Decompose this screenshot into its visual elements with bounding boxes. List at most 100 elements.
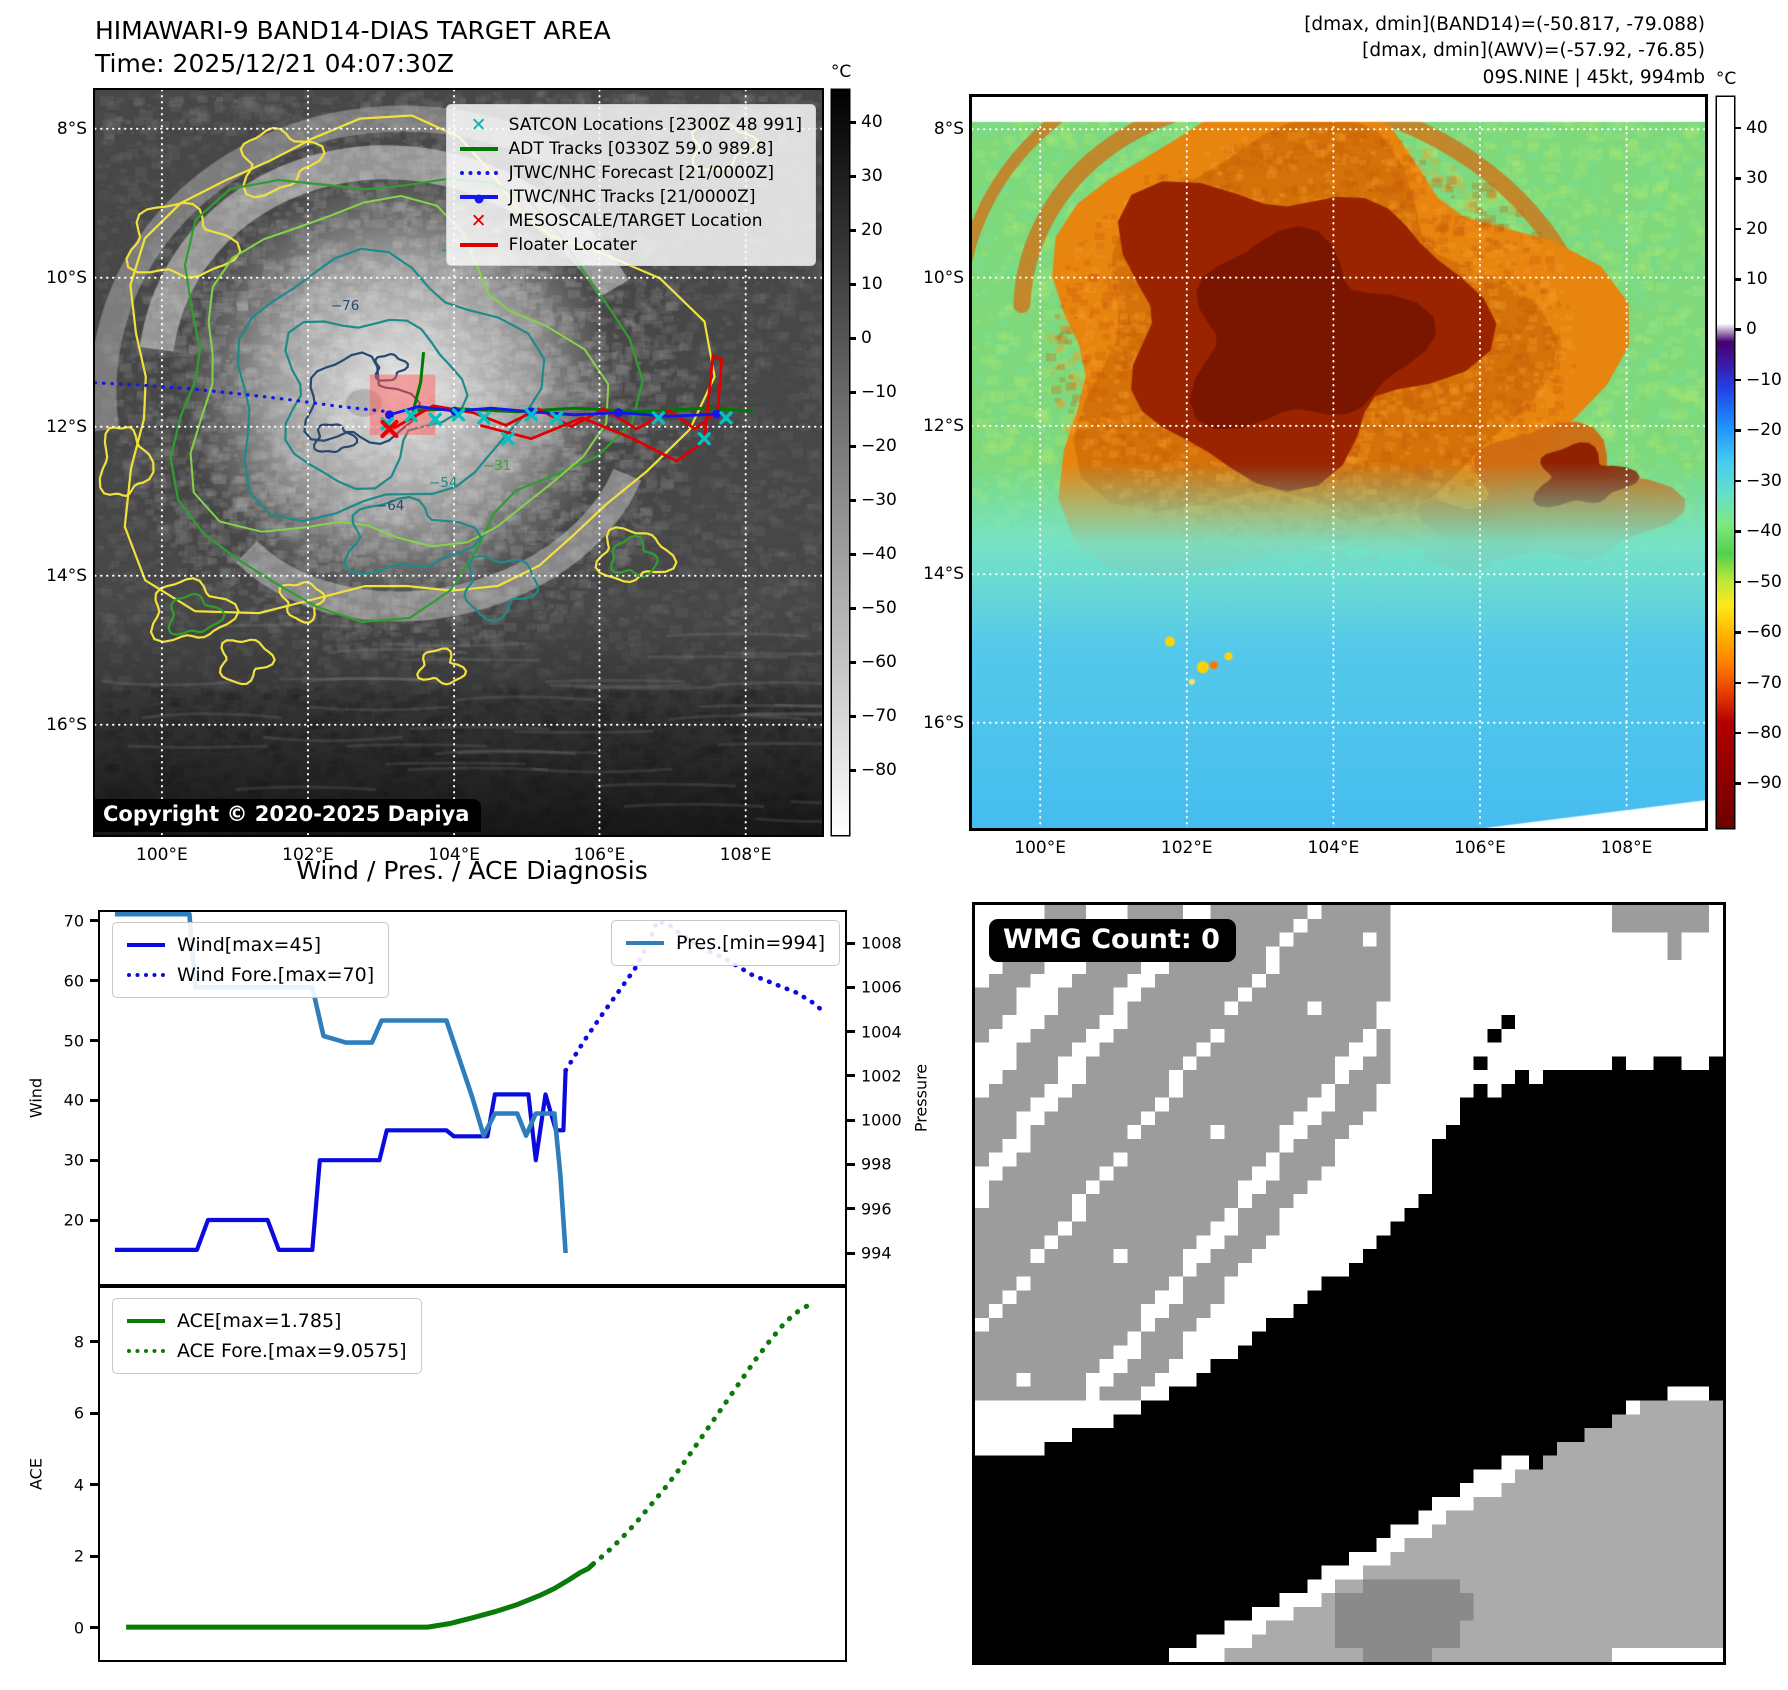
contour-line: [284, 318, 469, 491]
legend-label: Floater Locater: [508, 235, 637, 255]
jtwc-track-dot-icon: [613, 408, 623, 418]
legend-row: ✕ MESOSCALE/TARGET Location: [460, 209, 802, 233]
contour-line: [594, 526, 678, 584]
wind-ytick: 40: [63, 1090, 84, 1110]
band14-colorbar-unit: °C: [830, 62, 852, 82]
contour-label: −64: [376, 498, 405, 514]
pressure-ytick: 1002: [861, 1066, 902, 1086]
contour-label: −31: [483, 458, 512, 474]
pressure-ytick: 1004: [861, 1022, 902, 1042]
axis-tick-mark: [90, 919, 100, 923]
band14-colorbar-tick: 0: [861, 328, 872, 349]
awv-map-panel: [972, 97, 1705, 828]
awv-colorbar-tick: −20: [1746, 420, 1782, 441]
ace-ytick: 6: [73, 1403, 84, 1423]
contour-line: [236, 247, 546, 523]
ace-plot: [126, 1301, 814, 1630]
floater-track: [479, 353, 724, 463]
axis-tick-mark: [849, 661, 856, 664]
contour-line: [149, 577, 240, 644]
wind-axis-label: Wind: [26, 1077, 46, 1119]
line-with-dot-icon: [459, 194, 498, 204]
wmg-count-label: WMG Count: 0: [989, 919, 1236, 962]
band14-colorbar-tick: −60: [861, 652, 897, 673]
band14-time: Time: 2025/12/21 04:07:30Z: [95, 49, 454, 78]
axis-tick-mark: [845, 1251, 855, 1255]
satcon-x-icon: ✕: [470, 113, 487, 136]
line-icon: [459, 243, 498, 247]
axis-tick-mark: [90, 979, 100, 983]
series-ACE Fore.[max=9.0575]: [590, 1301, 814, 1567]
b14-xtick: 104°E: [428, 845, 480, 865]
awv-xtick: 108°E: [1600, 838, 1653, 858]
awv-ytick: 16°S: [923, 712, 964, 733]
jtwc-forecast-track: [95, 381, 391, 414]
band14-colorbar-tick: −20: [861, 436, 897, 457]
legend-row: Wind Fore.[max=70]: [127, 960, 374, 990]
band14-colorbar-tick: −10: [861, 382, 897, 403]
awv-overlay: [972, 97, 1705, 828]
legend-label: Pres.[min=994]: [676, 932, 825, 954]
axis-tick-mark: [1734, 681, 1741, 685]
legend-row: Pres.[min=994]: [626, 928, 825, 958]
satcon-x-icon: [428, 412, 442, 426]
wmg-panel: WMG Count: 0: [975, 905, 1723, 1662]
awv-xtick: 100°E: [1014, 838, 1067, 858]
ace-axis-label: ACE: [26, 1458, 46, 1490]
wind-pressure-chart: Wind[max=45] Wind Fore.[max=70] Pres.[min…: [100, 912, 845, 1284]
info-line-band14: [dmax, dmin](BAND14)=(-50.817, -79.088): [1304, 14, 1705, 35]
axis-tick-mark: [1734, 177, 1741, 180]
satcon-x-icon: [501, 431, 515, 446]
b14-xtick: 106°E: [573, 845, 626, 865]
legend-label: ADT Tracks [0330Z 59.0 989.8]: [508, 139, 774, 159]
axis-tick-mark: [90, 1039, 100, 1043]
legend-label: JTWC/NHC Tracks [21/0000Z]: [508, 187, 756, 207]
target-area-box: [369, 374, 436, 435]
axis-tick-mark: [849, 499, 856, 502]
satcon-x-icon: [404, 408, 418, 423]
awv-colorbar-tick: 20: [1746, 218, 1768, 239]
wind-legend: Wind[max=45] Wind Fore.[max=70]: [112, 922, 390, 998]
legend-label: Wind Fore.[max=70]: [177, 964, 375, 986]
band14-legend: ✕ SATCON Locations [2300Z 48 991] ADT Trac…: [445, 104, 816, 266]
contour-line: [343, 495, 483, 576]
band14-colorbar-tick: −40: [861, 544, 897, 565]
mesoscale-target-x-icon: [380, 419, 399, 439]
pressure-ytick: 994: [861, 1243, 892, 1263]
axis-tick-mark: [90, 1626, 100, 1630]
contour-line: [463, 554, 539, 623]
satcon-x-icon: [719, 411, 733, 425]
info-line-awv: [dmax, dmin](AWV)=(-57.92, -76.85): [1362, 40, 1705, 62]
b14-ytick: 12°S: [46, 416, 87, 437]
legend-row: ACE[max=1.785]: [127, 1306, 407, 1336]
awv-colorbar-tick: −90: [1746, 773, 1782, 794]
b14-ytick: 16°S: [46, 714, 87, 735]
contour-line: [415, 647, 468, 686]
b14-ytick: 8°S: [56, 118, 87, 139]
awv-ytick: 8°S: [933, 119, 964, 140]
awv-xtick: 104°E: [1307, 838, 1360, 858]
axis-tick-mark: [90, 1340, 100, 1344]
axis-tick-mark: [845, 1162, 855, 1166]
mesoscale-target-x-icon: ✕: [470, 209, 487, 232]
axis-tick-mark: [90, 1483, 100, 1487]
wind-ytick: 50: [63, 1031, 84, 1051]
axis-tick-mark: [849, 283, 856, 286]
contour-line: [125, 201, 242, 279]
axis-tick-mark: [1734, 126, 1741, 130]
axis-tick-mark: [90, 1158, 100, 1162]
satcon-x-icon: [477, 411, 491, 425]
awv-colorbar-tick: −30: [1746, 470, 1782, 491]
jtwc-track-dot-icon: [712, 409, 722, 419]
dotted-line-icon: [459, 171, 498, 175]
band14-colorbar-tick: 30: [861, 166, 883, 187]
line-icon: [127, 943, 165, 947]
b14-xtick: 100°E: [136, 845, 188, 865]
awv-colorbar-tick: 10: [1746, 269, 1768, 290]
legend-label: SATCON Locations [2300Z 48 991]: [508, 115, 802, 135]
contour-line: [278, 581, 327, 624]
awv-xtick: 106°E: [1454, 838, 1506, 858]
wind-ytick: 30: [63, 1150, 84, 1170]
awv-colorbar-tick: 40: [1746, 117, 1768, 138]
